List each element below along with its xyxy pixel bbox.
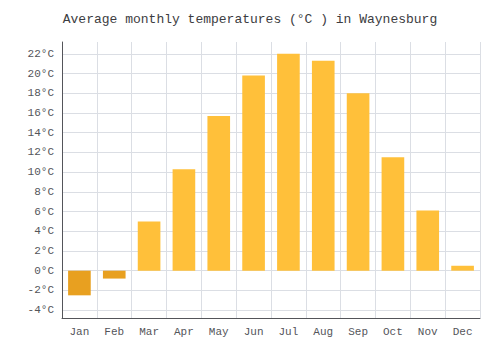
svg-text:Mar: Mar: [139, 326, 159, 338]
svg-text:-2°C: -2°C: [28, 284, 55, 296]
svg-text:Jun: Jun: [244, 326, 264, 338]
svg-text:-4°C: -4°C: [28, 304, 55, 316]
svg-text:Dec: Dec: [453, 326, 473, 338]
svg-text:Oct: Oct: [383, 326, 403, 338]
svg-text:10°C: 10°C: [28, 166, 55, 178]
svg-text:Aug: Aug: [313, 326, 333, 338]
svg-text:Feb: Feb: [104, 326, 124, 338]
svg-text:Nov: Nov: [418, 326, 438, 338]
svg-text:12°C: 12°C: [28, 146, 55, 158]
svg-text:6°C: 6°C: [34, 206, 54, 218]
svg-text:Average monthly temperatures (: Average monthly temperatures (°C ) in Wa…: [63, 12, 437, 27]
svg-text:8°C: 8°C: [34, 186, 54, 198]
svg-text:Sep: Sep: [348, 326, 368, 338]
svg-text:22°C: 22°C: [28, 48, 55, 60]
svg-text:14°C: 14°C: [28, 127, 55, 139]
svg-text:Jul: Jul: [279, 326, 299, 338]
svg-text:May: May: [209, 326, 229, 338]
svg-text:16°C: 16°C: [28, 107, 55, 119]
svg-text:0°C: 0°C: [34, 265, 54, 277]
svg-text:Jan: Jan: [70, 326, 90, 338]
svg-text:4°C: 4°C: [34, 225, 54, 237]
svg-text:20°C: 20°C: [28, 68, 55, 80]
svg-text:18°C: 18°C: [28, 87, 55, 99]
svg-text:2°C: 2°C: [34, 245, 54, 257]
svg-text:Apr: Apr: [174, 326, 194, 338]
